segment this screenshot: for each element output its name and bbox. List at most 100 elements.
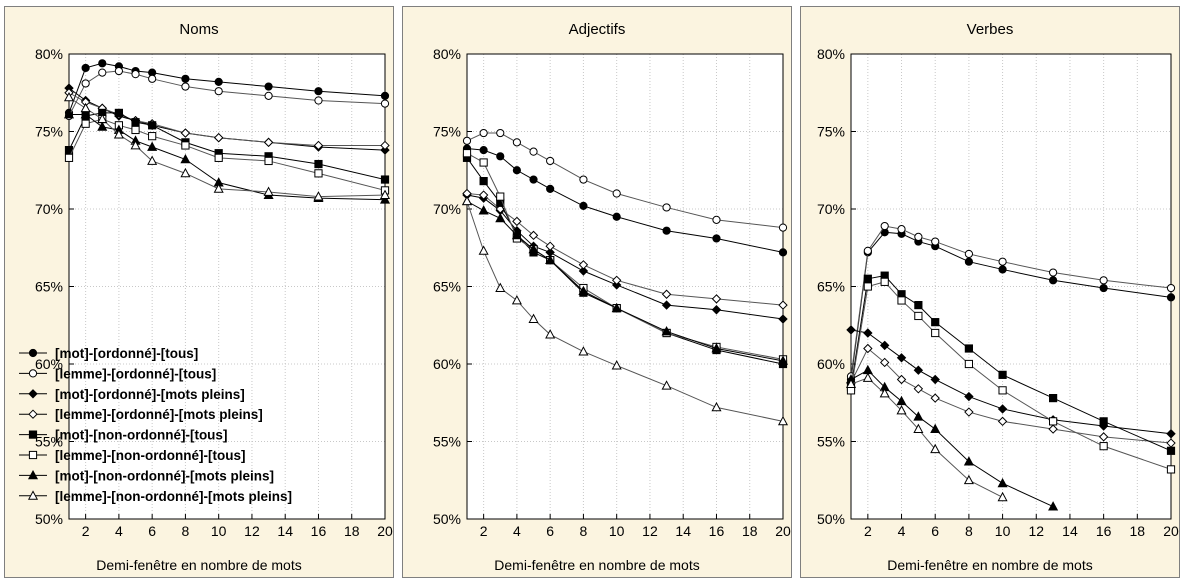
data-point [578,346,589,356]
y-tick-label: 60% [35,356,63,372]
data-point [131,70,140,79]
data-point [180,153,191,164]
series-8 [461,195,789,426]
data-point [98,59,107,68]
data-point [314,159,323,169]
x-tick-label: 16 [1096,523,1112,539]
data-point [546,184,555,193]
y-tick-label: 70% [35,201,63,217]
data-point [612,212,621,221]
data-point [612,189,621,198]
data-point [964,249,973,259]
y-tick-label: 55% [817,434,845,450]
series-2 [462,128,788,232]
series-6 [846,277,1176,474]
data-point [914,301,923,310]
x-tick-label: 18 [742,523,758,539]
data-point [778,223,788,232]
x-tick-label: 6 [931,523,939,539]
data-point [98,68,107,77]
legend-label: [mot]-[ordonné]-[mots pleins] [55,387,245,402]
data-point [930,423,941,433]
series-1 [462,144,788,257]
data-point [863,274,872,283]
data-point [777,415,789,426]
data-point [1099,276,1108,285]
data-point [263,186,274,196]
data-point [863,328,873,338]
legend-marker [27,469,39,480]
series-4 [462,188,788,310]
data-point [712,215,721,224]
x-tick-label: 14 [1062,523,1078,539]
data-point [661,325,672,336]
legend-item: [lemme]-[non-ordonné]-[tous] [19,448,245,463]
data-point [379,189,391,199]
data-point [380,99,390,108]
data-point [496,152,505,161]
data-point [964,257,973,266]
data-point [478,190,489,200]
legend-label: [lemme]-[ordonné]-[tous] [55,366,216,381]
x-tick-label: 16 [311,523,327,539]
data-point [314,87,323,96]
x-axis-label: Demi-fenêtre en nombre de mots [887,557,1093,573]
data-point [314,96,323,105]
data-point [1166,429,1176,439]
y-tick-label: 60% [433,356,461,372]
legend-label: [lemme]-[non-ordonné]-[tous] [55,448,245,463]
y-tick-label: 50% [35,511,63,527]
data-point [512,166,521,175]
x-tick-label: 18 [1130,523,1146,539]
data-point [998,370,1007,379]
data-point [511,229,522,240]
data-point [131,118,140,127]
data-point [64,153,74,162]
x-tick-label: 2 [480,523,488,539]
data-point [845,378,857,389]
x-tick-label: 20 [377,523,393,539]
series-2 [846,221,1176,381]
data-point [1048,424,1058,434]
data-point [964,359,973,369]
y-tick-label: 60% [817,356,845,372]
data-point [998,386,1007,395]
data-point [897,296,906,305]
data-point [263,137,274,148]
data-point [264,156,273,166]
x-tick-label: 4 [513,523,521,539]
x-tick-label: 16 [709,523,725,539]
data-point [579,201,588,210]
y-tick-label: 75% [817,124,845,140]
series-8 [845,372,1008,502]
data-point [1166,446,1176,455]
data-point [512,216,522,227]
x-tick-label: 2 [82,523,90,539]
data-point [712,234,721,243]
data-point [214,87,223,96]
data-point [1049,394,1058,403]
data-point [578,285,589,296]
data-point [81,119,90,128]
data-point [147,141,158,151]
data-point [97,113,108,123]
data-point [913,423,924,433]
data-point [579,175,588,184]
chart-plot: 50% 55% 60% 65% 70% 75% 80% 2 4 6 8 10 12 14 16 18 20 [433,46,791,539]
data-point [778,300,788,310]
legend-item: [mot]-[ordonné]-[mots pleins] [19,387,245,402]
x-tick-label: 14 [277,523,293,539]
data-point [461,195,473,206]
data-point [528,243,539,254]
data-point [545,241,555,251]
data-point [148,74,157,83]
y-tick-label: 55% [35,434,63,450]
y-tick-label: 70% [433,201,461,217]
data-point [214,77,223,87]
data-point [81,63,90,73]
chart-plot: 50% 55% 60% 65% 70% 75% 80% 2 4 6 8 10 12 14 16 18 20 [mo… [19,46,393,539]
x-tick-label: 4 [115,523,123,539]
data-point [930,374,940,385]
data-point [777,355,789,365]
data-point [528,230,539,241]
